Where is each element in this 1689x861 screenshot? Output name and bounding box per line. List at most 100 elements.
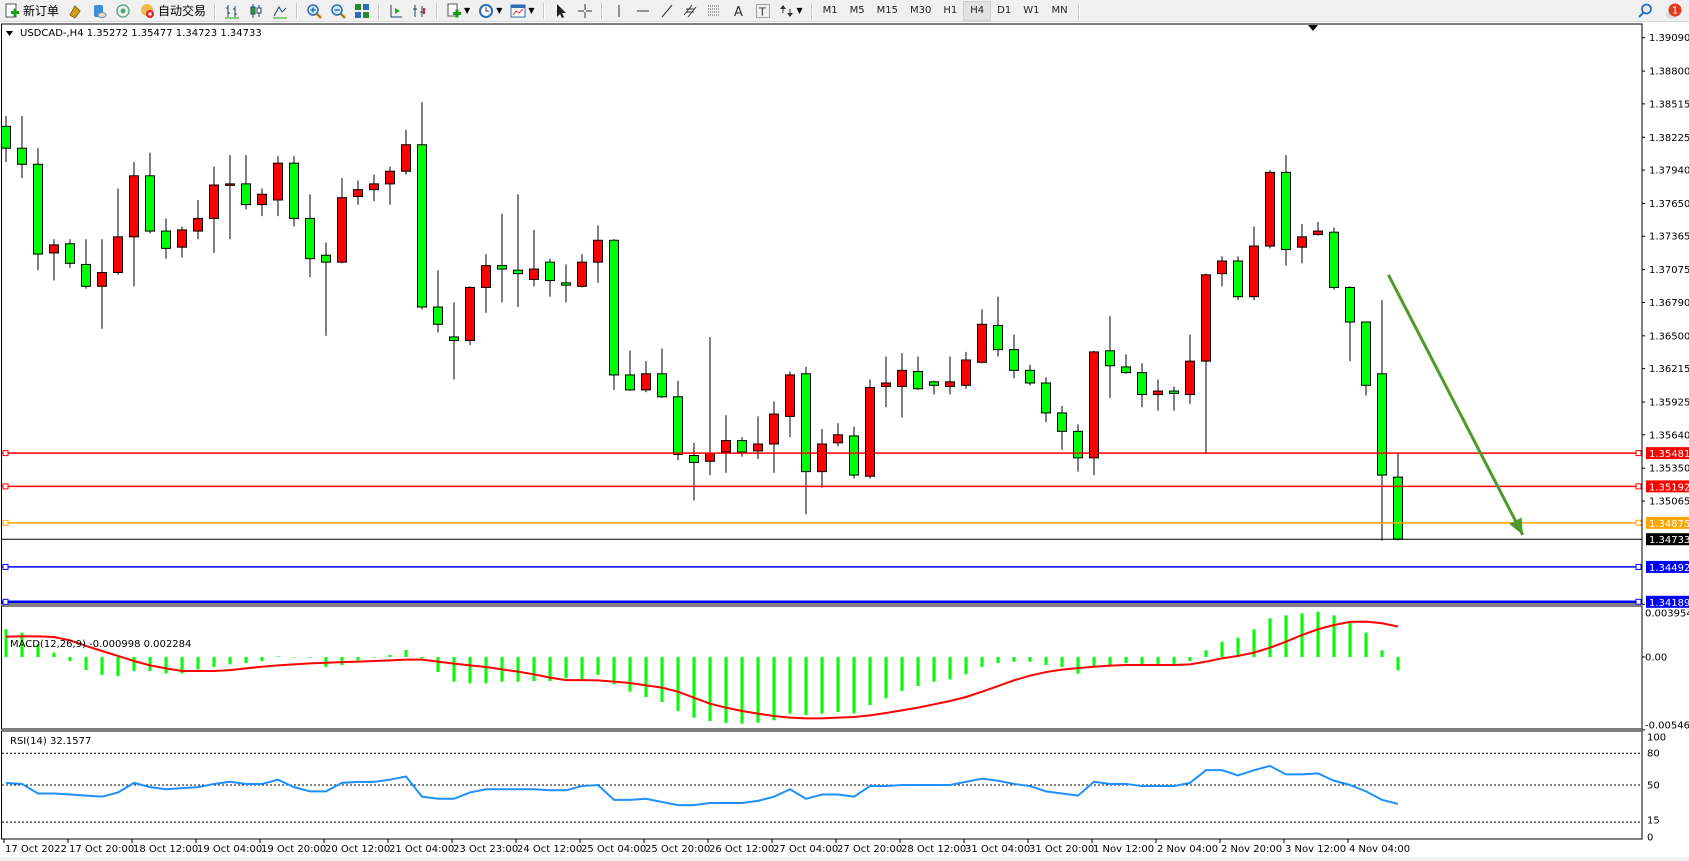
timeframe-h1[interactable]: H1 — [943, 4, 958, 16]
candle — [1057, 406, 1067, 450]
timeframe-mn[interactable]: MN — [1051, 4, 1068, 16]
chart-window[interactable]: 1.39090 1.38800 1.38515 1.38225 1.37940 1.376… — [0, 22, 1689, 861]
bar-chart-button[interactable] — [220, 1, 244, 21]
candle-body — [785, 374, 795, 417]
chart-background — [0, 22, 1689, 861]
notification-icon[interactable]: 1 — [1663, 3, 1683, 19]
candle-body — [161, 230, 171, 249]
auto-trading-button[interactable]: 自动交易 — [135, 1, 210, 21]
indicators-button[interactable]: ▼ — [442, 1, 474, 21]
macd-signal-line — [5, 620, 1399, 720]
candle-body — [1249, 245, 1259, 298]
horizontal-line-tool[interactable] — [631, 1, 655, 21]
equidistant-channel-tool[interactable] — [679, 1, 703, 21]
level-price-label: 1.34875 — [1649, 519, 1689, 530]
zoom-out-button[interactable] — [326, 1, 350, 21]
candle — [577, 254, 587, 288]
candlestick-button[interactable] — [244, 1, 268, 21]
timeframe-d1[interactable]: D1 — [997, 4, 1012, 16]
candle-body — [1185, 360, 1195, 396]
candle-body — [1217, 260, 1227, 275]
market-watch-button[interactable] — [63, 1, 87, 21]
candle — [401, 129, 411, 175]
candle — [161, 218, 171, 259]
text-label-tool[interactable]: T — [751, 1, 775, 21]
candle — [1249, 226, 1259, 301]
toolbar-separator — [542, 2, 545, 19]
auto-trading-icon — [139, 3, 155, 19]
tile-windows-button[interactable] — [350, 1, 374, 21]
time-label: 24 Oct 12:00 — [517, 844, 582, 855]
periods-button[interactable]: ▼ — [474, 1, 506, 21]
timeframe-m15[interactable]: M15 — [876, 4, 899, 16]
time-label: 20 Oct 12:00 — [325, 844, 390, 855]
line-chart-button[interactable] — [268, 1, 292, 21]
candle — [289, 156, 299, 227]
candle — [353, 180, 363, 205]
chevron-down-icon: ▼ — [496, 6, 503, 15]
rsi-axis-label: 15 — [1647, 816, 1660, 827]
arrows-tool[interactable]: ▼ — [775, 1, 807, 21]
candle-body — [145, 175, 155, 232]
candle-body — [721, 440, 731, 453]
chart-shift-marker-icon[interactable] — [1308, 25, 1318, 31]
candle-body — [929, 381, 939, 386]
candle — [1361, 321, 1371, 396]
candle-body — [657, 373, 667, 398]
candle-body — [769, 413, 779, 445]
candle-body — [433, 306, 443, 325]
candle — [113, 188, 123, 275]
candle — [1377, 300, 1387, 541]
auto-trading-label: 自动交易 — [158, 4, 207, 18]
candle-body — [897, 369, 907, 387]
price-tick-label: 1.38800 — [1649, 67, 1689, 78]
candle-body — [465, 286, 475, 341]
candle — [1025, 364, 1035, 386]
auto-scroll-button[interactable] — [384, 1, 408, 21]
search-icon[interactable] — [1637, 3, 1653, 19]
crosshair-tool[interactable] — [573, 1, 597, 21]
chevron-down-icon: ▼ — [796, 6, 803, 15]
level-anchor-handle — [2, 563, 9, 570]
candle-body — [1105, 350, 1115, 367]
timeframe-m5[interactable]: M5 — [849, 4, 865, 16]
level-price-tag — [1646, 447, 1689, 460]
candle — [641, 361, 651, 393]
cursor-icon — [553, 3, 569, 19]
trendline-tool[interactable] — [655, 1, 679, 21]
templates-button[interactable]: ▼ — [506, 1, 538, 21]
macd-axis-label: 0.003954 — [1645, 609, 1689, 620]
toolbar-separator — [378, 2, 381, 19]
clock-icon — [478, 3, 494, 19]
chart-shift-button[interactable] — [408, 1, 432, 21]
price-pane[interactable]: 1.39090 1.38800 1.38515 1.38225 1.37940 1.376… — [1, 23, 1689, 609]
candle — [1105, 316, 1115, 398]
macd-pane[interactable]: 0.003954 0.00 -0.005464 — [1, 603, 1689, 732]
timeframe-h4[interactable]: H4 — [963, 0, 992, 21]
text-tool[interactable]: A — [727, 1, 751, 21]
new-order-button[interactable]: 新订单 — [0, 1, 63, 21]
cursor-tool[interactable] — [549, 1, 573, 21]
text-icon: A — [731, 3, 747, 20]
level-price-tag — [1646, 480, 1689, 493]
candle — [1281, 155, 1291, 266]
signals-button[interactable] — [111, 1, 135, 21]
collapse-triangle-icon[interactable] — [6, 31, 13, 36]
timeframe-m1[interactable]: M1 — [822, 4, 838, 16]
candle-body — [1361, 321, 1371, 386]
price-tick-label: 1.36215 — [1649, 364, 1689, 375]
zoom-in-button[interactable] — [302, 1, 326, 21]
fibonacci-tool[interactable] — [703, 1, 727, 21]
candle — [545, 258, 555, 297]
candle — [1217, 256, 1227, 287]
candle-body — [17, 147, 27, 165]
vertical-line-tool[interactable] — [607, 1, 631, 21]
time-label: 26 Oct 12:00 — [709, 844, 774, 855]
timeframe-w1[interactable]: W1 — [1023, 4, 1040, 16]
candle-body — [225, 183, 235, 186]
data-window-button[interactable] — [87, 1, 111, 21]
candle-body — [209, 184, 219, 219]
rsi-pane[interactable]: 100 80 50 15 0 — [1, 730, 1667, 844]
timeframe-m30[interactable]: M30 — [910, 4, 932, 16]
